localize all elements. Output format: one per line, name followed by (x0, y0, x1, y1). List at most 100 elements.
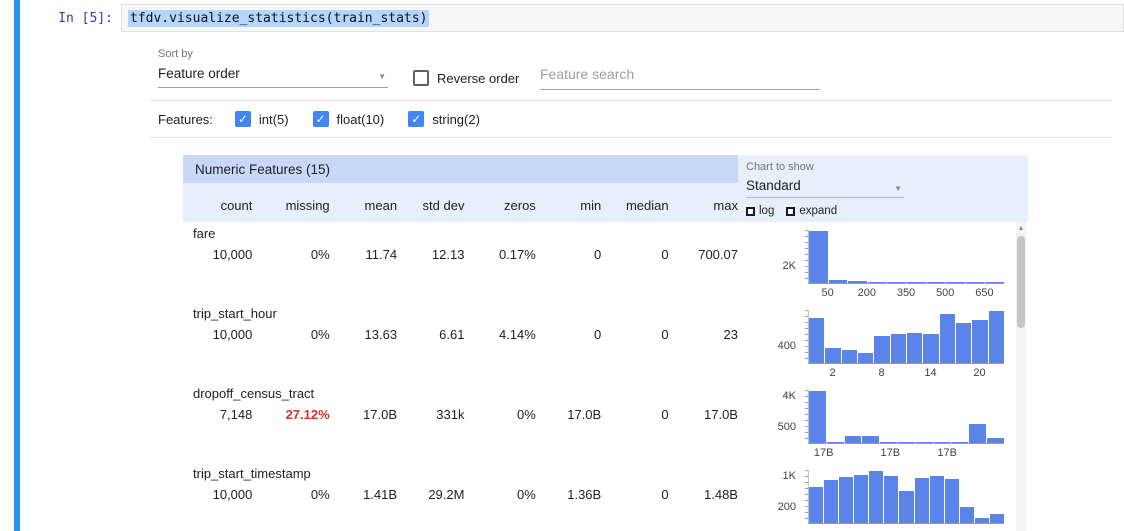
histogram-bar[interactable] (854, 475, 869, 523)
code-text[interactable]: tfdv.visualize_statistics(train_stats) (128, 9, 430, 27)
histogram-bar[interactable] (959, 507, 974, 523)
x-axis-label: 350 (896, 287, 916, 299)
histogram-bar[interactable] (898, 442, 915, 443)
cell-count: 10,000 (212, 327, 253, 342)
histogram-trip_start_hour[interactable]: 400 2 8 14 20 (738, 302, 1028, 382)
histogram-bar[interactable] (880, 442, 898, 443)
x-axis-label: 20 (973, 367, 986, 379)
histogram-bar[interactable] (906, 282, 926, 283)
cell-max: 17.0B (704, 407, 738, 422)
histogram-bar[interactable] (867, 282, 887, 283)
cell-count: 10,000 (212, 487, 253, 502)
histogram-bar[interactable] (857, 353, 874, 363)
histogram-bar[interactable] (972, 320, 988, 363)
histogram-bar[interactable] (809, 391, 826, 443)
histogram-plot[interactable] (805, 470, 1005, 524)
feature-filter-float[interactable]: ✓ float(10) (312, 111, 384, 127)
histogram-bar[interactable] (926, 282, 946, 283)
x-axis-label: 14 (924, 367, 937, 379)
histogram-bar[interactable] (826, 442, 844, 443)
log-checkbox[interactable]: log (746, 205, 774, 217)
histogram-plot[interactable] (805, 310, 1004, 364)
expand-checkbox[interactable]: expand (786, 205, 837, 217)
feature-filter-string[interactable]: ✓ string(2) (408, 111, 480, 127)
cell-median: 0 (661, 407, 669, 422)
histogram-bar[interactable] (906, 333, 923, 363)
checkbox-icon[interactable]: ✓ (234, 111, 251, 127)
histogram-bar[interactable] (987, 438, 1004, 443)
x-axis-label: 17B (937, 447, 957, 459)
reverse-order-checkbox[interactable]: Reverse order (413, 70, 519, 86)
histogram-bar[interactable] (809, 487, 824, 523)
histogram-bar[interactable] (939, 314, 955, 363)
histogram-bar[interactable] (869, 471, 884, 523)
sort-by-dropdown[interactable]: Feature order ▼ (158, 66, 388, 88)
numeric-features-table: Numeric Features (15) count missing mean st… (183, 155, 738, 531)
histogram-trip_start_timestamp[interactable]: 1K 200 (738, 462, 1028, 531)
histogram-bar[interactable] (944, 479, 959, 523)
histogram-bar[interactable] (989, 514, 1005, 523)
checkbox-icon[interactable]: ✓ (312, 111, 329, 127)
checkbox-icon[interactable] (786, 206, 796, 216)
column-header-max: max (713, 198, 738, 213)
histogram-bar[interactable] (887, 282, 906, 283)
histogram-bar[interactable] (965, 282, 985, 283)
histogram-bar[interactable] (974, 518, 989, 523)
chart-to-show-panel: Chart to show Standard ▼ log expand (738, 155, 1028, 222)
checkbox-icon[interactable] (746, 206, 755, 216)
histogram-bar[interactable] (874, 336, 890, 363)
histogram-bar[interactable] (825, 348, 841, 363)
histogram-fare[interactable]: 2K 50 200 350 500 650 (738, 222, 1028, 302)
histogram-bar[interactable] (951, 442, 969, 443)
histogram-bar[interactable] (884, 476, 899, 523)
histogram-bar[interactable] (969, 424, 987, 443)
x-axis-label: 200 (857, 287, 876, 299)
histogram-bar[interactable] (809, 318, 825, 363)
cell-mean: 1.41B (363, 487, 398, 502)
scrollbar[interactable]: ▲ (1016, 222, 1026, 531)
feature-row-trip_start_hour: trip_start_hour 10,000 0% 13.63 6.61 4.14% 0 0 2… (183, 302, 738, 382)
feature-search-input[interactable]: Feature search (540, 66, 820, 90)
column-header-missing: missing (285, 198, 330, 213)
sort-by-group: Sort by Feature order ▼ (158, 48, 388, 88)
selected-cell-indicator-bar[interactable] (14, 0, 20, 531)
histogram-plot[interactable] (805, 390, 1004, 444)
y-axis: 2K (738, 222, 804, 302)
code-cell[interactable]: tfdv.visualize_statistics(train_stats) (121, 4, 1124, 32)
histogram-bar[interactable] (828, 280, 848, 283)
x-axis-label: 8 (878, 367, 885, 379)
chevron-down-icon: ▼ (894, 184, 902, 193)
histogram-bar[interactable] (848, 281, 867, 283)
histogram-bar[interactable] (923, 334, 939, 363)
chart-type-dropdown[interactable]: Standard ▼ (746, 178, 904, 198)
feature-filter-int[interactable]: ✓ int(5) (234, 111, 289, 127)
divider (150, 100, 1112, 101)
histogram-bar[interactable] (839, 477, 854, 523)
scroll-up-arrow-icon[interactable]: ▲ (1017, 224, 1025, 232)
histogram-plot[interactable] (805, 230, 1004, 284)
histogram-bar[interactable] (914, 478, 929, 523)
column-header-zeros: zeros (504, 198, 536, 213)
histogram-bar[interactable] (890, 334, 906, 363)
histogram-bar[interactable] (929, 476, 944, 523)
chart-to-show-label: Chart to show (746, 161, 814, 173)
histogram-bar[interactable] (985, 282, 1004, 283)
histogram-bar[interactable] (946, 282, 965, 283)
histogram-bar[interactable] (955, 323, 972, 363)
histogram-bar[interactable] (809, 231, 828, 283)
histogram-bar[interactable] (915, 442, 933, 443)
scrollbar-thumb[interactable] (1017, 236, 1025, 328)
checkbox-icon[interactable]: ✓ (408, 111, 425, 127)
histogram-bar[interactable] (862, 436, 880, 443)
cell-min: 1.36B (567, 487, 602, 502)
histogram-bar[interactable] (824, 480, 839, 523)
x-axis-label: 500 (936, 287, 955, 299)
histogram-bar[interactable] (988, 311, 1004, 363)
checkbox-icon[interactable] (413, 70, 429, 86)
histogram-bar[interactable] (841, 350, 857, 363)
histogram-dropoff_census_tract[interactable]: 4K 500 17B 17B 17B (738, 382, 1028, 462)
histogram-bar[interactable] (844, 436, 862, 443)
histogram-bar[interactable] (933, 442, 951, 443)
feature-name: fare (193, 226, 216, 241)
histogram-bar[interactable] (899, 491, 914, 523)
